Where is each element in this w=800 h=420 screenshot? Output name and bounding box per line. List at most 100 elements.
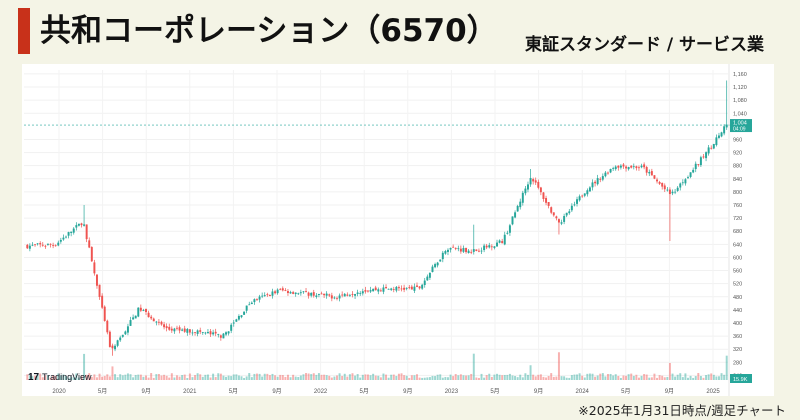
candle-body [65, 236, 67, 238]
candle-body [147, 312, 150, 318]
volume-bar [39, 373, 42, 380]
candle-body [206, 331, 209, 334]
volume-bar [493, 374, 496, 380]
candle-body [573, 204, 576, 206]
volume-bar [723, 374, 726, 380]
volume-bar [423, 377, 426, 380]
volume-bar [470, 373, 473, 380]
candle-body [501, 241, 504, 244]
volume-bar [490, 376, 493, 380]
candle-body [348, 294, 351, 296]
candle-body [619, 165, 622, 168]
candle-body [707, 147, 710, 154]
candle-body [446, 249, 449, 252]
candle-body [472, 249, 475, 252]
candle-body [126, 326, 129, 333]
candle-body [648, 171, 651, 174]
x-tick-label: 5月 [490, 388, 499, 395]
candle-body [653, 175, 656, 179]
volume-bar [599, 373, 602, 380]
candle-body [284, 290, 287, 291]
candle-body [209, 331, 212, 335]
volume-bar [289, 377, 292, 380]
volume-bar [137, 374, 140, 380]
volume-bar [36, 373, 39, 380]
volume-bar [176, 375, 178, 380]
volume-bar [62, 374, 65, 380]
candle-body [364, 290, 367, 292]
candle-body [52, 244, 55, 246]
candle-body [557, 219, 560, 223]
volume-bar [163, 374, 166, 380]
candle-body [250, 302, 253, 305]
y-tick-label: 760 [733, 203, 742, 209]
candle-body [108, 331, 111, 347]
candle-body [441, 252, 444, 260]
y-tick-label: 600 [733, 255, 742, 261]
candle-body [717, 135, 720, 138]
volume-bar [552, 376, 555, 380]
volume-bar [281, 374, 284, 380]
volume-bar [28, 375, 31, 380]
candle-body [565, 212, 568, 216]
candle-body [609, 168, 612, 173]
candle-body [328, 294, 331, 296]
candle-body [410, 286, 413, 290]
candle-body [49, 243, 52, 245]
volume-bar [160, 375, 163, 380]
volume-bar [656, 377, 659, 380]
volume-bar [49, 377, 52, 380]
x-tick-label: 9月 [272, 388, 281, 395]
x-tick-label: 9月 [403, 388, 412, 395]
candle-body [26, 244, 29, 249]
volume-bar [348, 374, 351, 380]
candle-body [534, 180, 537, 183]
volume-bar [573, 374, 576, 380]
candle-body [341, 294, 344, 296]
volume-bar [511, 375, 514, 380]
volume-label: 15.9K [733, 377, 748, 383]
candle-body [258, 296, 261, 300]
volume-bar [116, 377, 119, 380]
volume-bar [454, 374, 457, 380]
candle-body [699, 157, 702, 166]
candle-body [529, 178, 532, 185]
volume-bar [392, 374, 395, 380]
volume-bar [403, 375, 406, 380]
candle-body [591, 182, 594, 188]
volume-bar [119, 374, 122, 380]
candle-body [116, 340, 119, 346]
volume-bar [227, 375, 230, 380]
volume-bar [356, 374, 359, 380]
volume-bar [168, 377, 171, 380]
candle-body [637, 167, 640, 169]
candle-body [279, 288, 282, 290]
volume-bar [34, 375, 37, 380]
candle-body [366, 290, 369, 292]
volume-bar [650, 377, 653, 380]
candle-body [617, 165, 620, 168]
candle-body [449, 247, 452, 250]
volume-bar [441, 377, 444, 380]
volume-bar [539, 374, 542, 380]
candle-body [444, 251, 447, 254]
candle-body [524, 188, 527, 194]
candle-body [178, 327, 181, 331]
volume-bar [297, 377, 300, 380]
candle-body [137, 307, 140, 317]
volume-bar [225, 376, 227, 380]
candle-body [36, 243, 39, 245]
volume-bar [707, 374, 710, 380]
volume-bar [635, 374, 638, 380]
volume-bar [452, 376, 455, 380]
volume-bar [596, 375, 599, 380]
volume-bar [232, 374, 235, 380]
y-tick-label: 880 [733, 164, 742, 170]
volume-bar [431, 375, 434, 380]
volume-bar [320, 374, 323, 380]
candle-body [428, 272, 431, 278]
candle-body [421, 284, 424, 289]
candle-body [217, 334, 220, 336]
volume-bar [271, 373, 274, 380]
volume-bar [147, 377, 150, 380]
